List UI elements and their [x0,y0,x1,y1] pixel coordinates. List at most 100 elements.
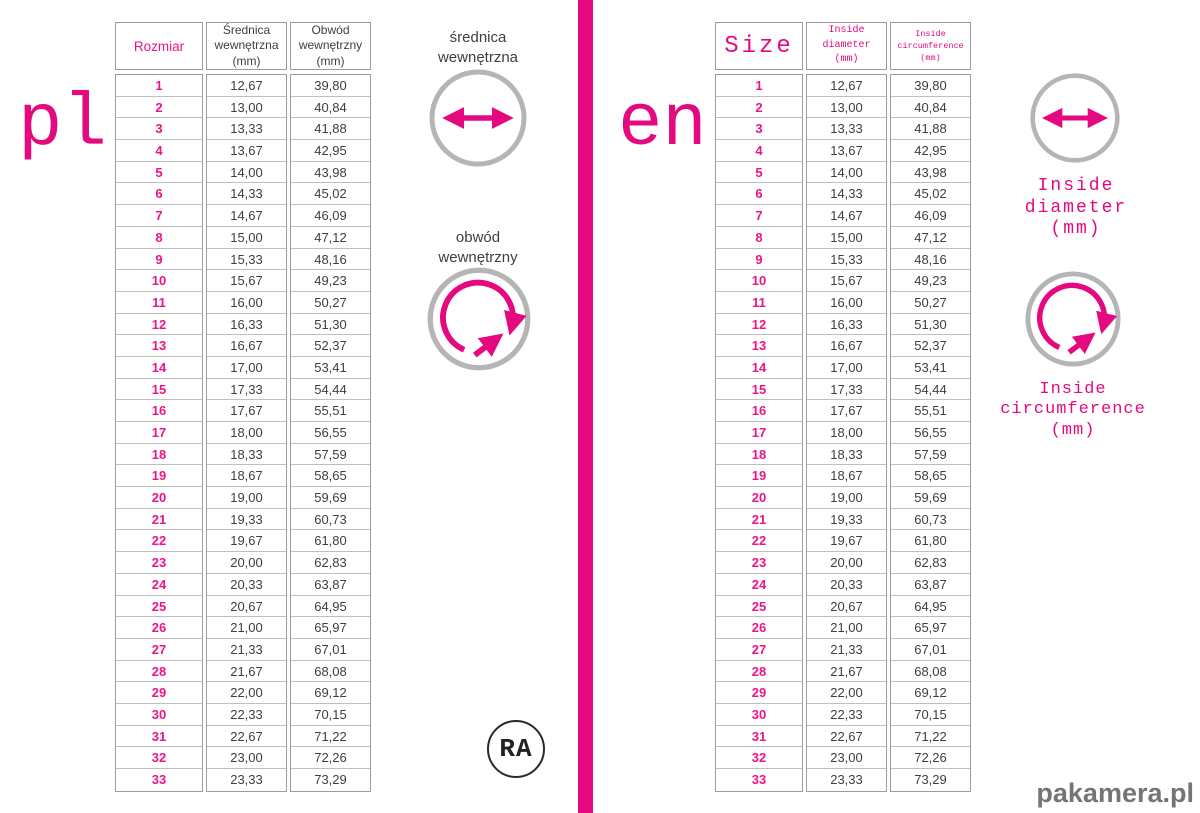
pl-circumference-label: obwód wewnętrzny [438,229,518,267]
en-diameter-label: Inside diameter (mm) [1024,176,1128,240]
table-cell: 7 [716,205,802,227]
table-cell: 62,83 [291,552,370,574]
table-cell: 19,33 [207,509,286,531]
table-cell: 73,29 [314,772,347,787]
table-cell: 42,95 [891,140,970,162]
en-size-table: Size 1 2 3 4 5 6 7 8 9 10 11 12 13 14 15 16 17 18 19 20 21 22… [715,22,971,792]
table-cell: 20,33 [807,574,886,596]
pl-language-label: pl [18,83,107,167]
table-cell: 67,01 [891,639,970,661]
table-cell: 30 [116,704,202,726]
vertical-divider [578,0,593,813]
table-cell: 23 [716,552,802,574]
table-cell: 11 [716,292,802,314]
table-cell: 15 [716,379,802,401]
table-cell: 14,00 [807,162,886,184]
table-cell: 10 [716,270,802,292]
table-cell: 15,33 [207,249,286,271]
table-cell: 63,87 [891,574,970,596]
table-cell: 27 [116,639,202,661]
en-size-header: Size [715,22,803,70]
table-cell: 4 [116,140,202,162]
table-cell: 29 [716,682,802,704]
table-cell: 21,00 [207,617,286,639]
table-cell: 14,67 [807,205,886,227]
ra-brand-logo: RA [487,720,545,778]
table-cell: 13,67 [807,140,886,162]
pl-circumference-body: 39,80 40,84 41,88 42,95 43,98 45,02 46,09 47,12… [290,74,371,792]
table-cell: 15,00 [207,227,286,249]
table-cell: 13,33 [207,118,286,141]
table-cell: 39,80 [891,75,970,97]
table-cell: 58,65 [891,465,970,488]
pl-circumference-column: Obwód wewnętrzny (mm) 39,80 40,84 41,88 42,… [290,22,371,792]
table-cell: 64,95 [891,596,970,618]
table-cell: 20,33 [207,574,286,596]
table-cell: 22,33 [807,704,886,726]
table-cell: 8 [716,227,802,249]
table-cell: 65,97 [291,617,370,639]
table-cell: 22,67 [807,726,886,748]
table-cell: 41,88 [291,118,370,141]
en-circumference-body: 39,80 40,84 41,88 42,95 43,98 45,02 46,09 47,12… [890,74,971,792]
table-cell: 19,00 [807,487,886,509]
table-cell: 31 [716,726,802,748]
table-cell: 22,00 [207,682,286,704]
table-cell: 18,00 [207,422,286,444]
table-cell: 19,00 [207,487,286,509]
table-cell: 16,00 [207,292,286,314]
table-cell: 14,33 [207,183,286,206]
table-cell: 7 [116,205,202,227]
table-cell: 1 [116,75,202,97]
table-cell: 16,67 [807,335,886,357]
table-cell: 13 [116,335,202,357]
table-cell: 39,80 [291,75,370,97]
table-cell: 16,67 [207,335,286,357]
table-cell: 23,00 [207,747,286,769]
table-cell: 63,87 [291,574,370,596]
table-cell: 17 [716,422,802,444]
table-cell: 13,00 [807,97,886,119]
table-cell: 13 [716,335,802,357]
inside-diameter-icon [1030,73,1120,163]
table-cell: 20 [716,487,802,509]
table-cell: 9 [716,249,802,271]
table-cell: 68,08 [891,661,970,683]
table-cell: 71,22 [891,726,970,748]
table-cell: 13,33 [807,118,886,141]
table-cell: 41,88 [891,118,970,141]
table-cell: 13,67 [207,140,286,162]
table-cell: 14,00 [207,162,286,184]
table-cell: 4 [716,140,802,162]
en-circumference-header: Inside circumference (mm) [890,22,971,70]
table-cell: 6 [116,183,202,206]
table-cell: 20,00 [207,552,286,574]
table-cell: 32 [716,747,802,769]
table-cell: 23,33 [830,772,863,787]
en-circumference-label: Inside circumference (mm) [1000,380,1146,440]
table-cell: 40,84 [891,97,970,119]
table-cell: 48,16 [291,249,370,271]
table-cell: 49,23 [291,270,370,292]
table-cell: 19,33 [807,509,886,531]
table-cell: 22 [116,530,202,553]
pl-circumference-header: Obwód wewnętrzny (mm) [290,22,371,70]
en-circumference-column: Inside circumference (mm) 39,80 40,84 41,8… [890,22,971,792]
table-cell: 56,55 [291,422,370,444]
en-diameter-column: Inside diameter (mm) 12,67 13,00 13,33 13,6… [806,22,887,792]
pl-diameter-label: średnica wewnętrzna [437,29,519,67]
table-cell: 54,44 [891,379,970,401]
table-cell: 2 [716,97,802,119]
table-cell: 24 [116,574,202,596]
table-cell: 42,95 [291,140,370,162]
table-cell: 57,59 [291,444,370,466]
table-cell: 65,97 [891,617,970,639]
table-cell: 71,22 [291,726,370,748]
table-cell: 16,00 [807,292,886,314]
table-cell: 46,09 [291,205,370,227]
table-cell: 18 [116,444,202,466]
table-cell: 5 [716,162,802,184]
table-cell: 22,33 [207,704,286,726]
table-cell: 10 [116,270,202,292]
